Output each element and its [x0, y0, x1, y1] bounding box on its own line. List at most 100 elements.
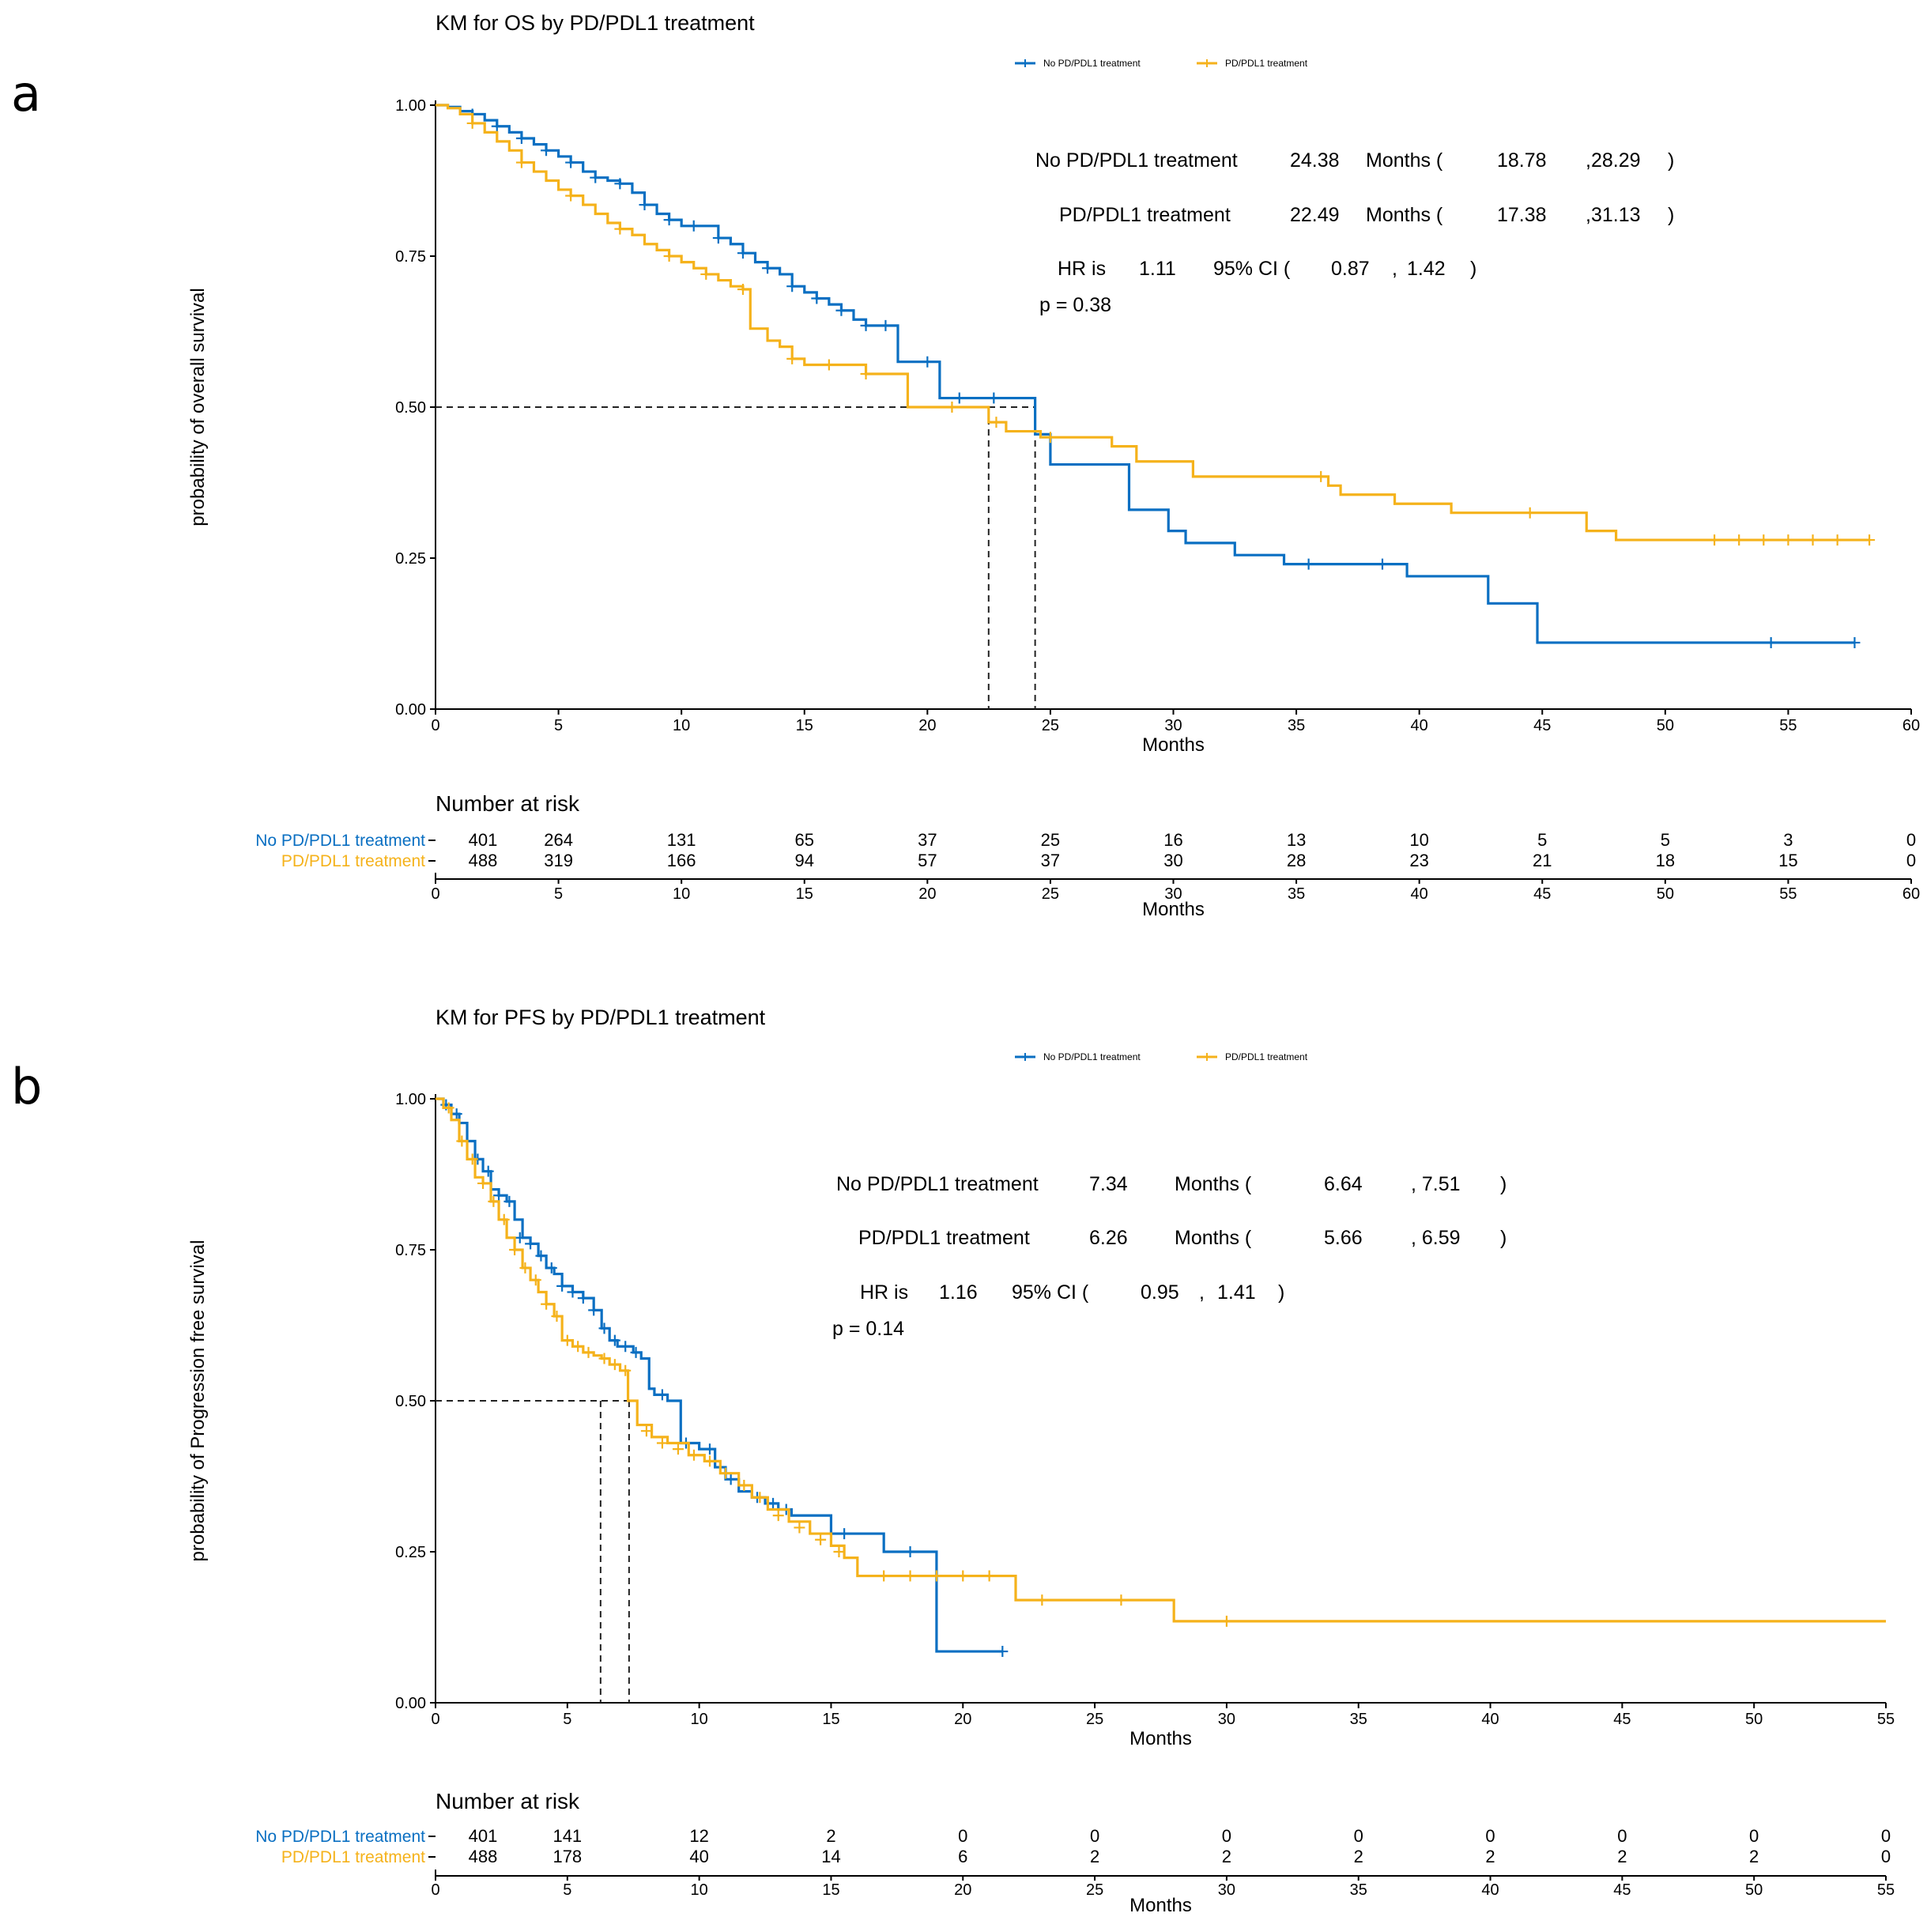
hr-ci-label: 95% CI ( — [1213, 258, 1291, 280]
risk-count: 3 — [1783, 830, 1793, 850]
risk-x-tick-label: 20 — [954, 1881, 971, 1899]
risk-x-tick-label: 55 — [1779, 885, 1797, 903]
y-tick-label: 0.25 — [395, 550, 426, 568]
risk-count: 2 — [1749, 1847, 1759, 1866]
censor-mark — [493, 1190, 505, 1202]
risk-count: 2 — [1485, 1847, 1495, 1866]
risk-table-title: Number at risk — [436, 1789, 580, 1813]
risk-count: 2 — [1354, 1847, 1363, 1866]
censor-mark — [598, 1353, 610, 1364]
censor-mark — [565, 190, 577, 202]
censor-mark — [609, 1334, 620, 1346]
risk-count: 15 — [1778, 851, 1797, 870]
censor-mark — [614, 178, 626, 190]
censor-mark — [1807, 534, 1819, 546]
x-tick-label: 25 — [1086, 1711, 1103, 1728]
risk-x-tick-label: 5 — [563, 1881, 571, 1899]
censor-mark — [663, 251, 675, 262]
x-axis-label: Months — [1142, 734, 1205, 756]
p-value: p = 0.14 — [832, 1318, 904, 1340]
risk-count: 319 — [544, 851, 573, 870]
censor-mark — [839, 1528, 850, 1540]
censor-mark — [737, 247, 749, 259]
censor-mark — [514, 1232, 526, 1243]
x-tick-label: 15 — [796, 717, 813, 734]
legend-entry: No PD/PDL1 treatment — [1015, 58, 1141, 69]
hr-ci-label: 95% CI ( — [1012, 1281, 1089, 1304]
y-tick-label: 0.75 — [395, 1242, 426, 1259]
censor-mark — [1709, 534, 1721, 546]
censor-mark — [1524, 507, 1536, 519]
censor-mark — [503, 1195, 515, 1207]
risk-count: 0 — [1354, 1826, 1363, 1846]
panel-b: b KM for PFS by PD/PDL1 treatment No PD/PD… — [11, 1006, 1895, 1916]
censor-mark — [1115, 1594, 1127, 1606]
risk-x-tick-label: 30 — [1218, 1881, 1235, 1899]
hr-value: 1.11 — [1139, 258, 1176, 280]
censor-mark — [1220, 1615, 1232, 1627]
censor-mark — [786, 353, 798, 364]
risk-count: 25 — [1041, 830, 1060, 850]
x-tick-label: 5 — [554, 717, 563, 734]
chart-title: KM for OS by PD/PDL1 treatment — [436, 11, 755, 35]
p-value: p = 0.38 — [1039, 294, 1111, 316]
x-tick-label: 0 — [431, 717, 439, 734]
x-tick-label: 15 — [822, 1711, 839, 1728]
risk-count: 65 — [795, 830, 814, 850]
censor-mark — [519, 1262, 531, 1274]
risk-table: Number at risk No PD/PDL1 treatment 401 264… — [255, 791, 1920, 920]
annotation-ci-high: ,28.29 — [1586, 149, 1641, 172]
x-tick-label: 35 — [1350, 1711, 1367, 1728]
risk-x-tick-label: 45 — [1533, 885, 1551, 903]
annotation-unit: Months ( — [1366, 204, 1443, 226]
risk-count: 28 — [1287, 851, 1306, 870]
x-tick-label: 30 — [1218, 1711, 1235, 1728]
censor-mark — [860, 319, 872, 331]
risk-count: 401 — [469, 830, 498, 850]
hr-sep: , — [1199, 1281, 1205, 1304]
risk-count: 37 — [918, 830, 937, 850]
censor-mark — [720, 1467, 731, 1479]
risk-count: 0 — [1222, 1826, 1231, 1846]
hr-ci-high: 1.42 — [1407, 258, 1446, 280]
annotation-close: ) — [1500, 1227, 1507, 1249]
annotation-unit: Months ( — [1366, 149, 1443, 172]
risk-x-tick-label: 45 — [1613, 1881, 1631, 1899]
x-tick-label: 20 — [918, 717, 936, 734]
censor-mark — [561, 1334, 573, 1346]
censor-mark — [639, 199, 651, 211]
censor-mark — [466, 117, 478, 129]
risk-count: 131 — [667, 830, 696, 850]
hr-ci-high: 1.41 — [1217, 1281, 1256, 1304]
censor-mark — [583, 1346, 594, 1358]
risk-count: 23 — [1409, 851, 1428, 870]
censor-mark — [794, 1522, 805, 1534]
censor-mark — [1765, 636, 1777, 648]
annotation-ci-high: ,31.13 — [1586, 204, 1641, 226]
annotation-median: 7.34 — [1089, 1173, 1128, 1195]
censor-mark — [930, 1570, 942, 1582]
censor-mark — [577, 1292, 589, 1304]
risk-count: 0 — [1881, 1826, 1891, 1846]
censor-mark — [466, 1153, 478, 1165]
risk-x-tick-label: 25 — [1086, 1881, 1103, 1899]
risk-x-tick-label: 0 — [431, 885, 439, 903]
risk-count: 178 — [552, 1847, 582, 1866]
risk-count: 0 — [958, 1826, 967, 1846]
censor-mark — [656, 1389, 668, 1401]
y-axis-label: probability of overall survival — [187, 288, 209, 526]
annotation-median: 22.49 — [1290, 204, 1340, 226]
y-tick-label: 1.00 — [395, 1091, 426, 1108]
risk-count: 166 — [667, 851, 696, 870]
censor-mark — [823, 359, 835, 371]
censor-mark — [953, 392, 965, 404]
risk-count: 264 — [544, 830, 573, 850]
censor-mark — [1782, 534, 1794, 546]
censor-mark — [725, 1474, 737, 1485]
risk-x-tick-label: 5 — [554, 885, 563, 903]
censor-mark — [663, 214, 675, 226]
hr-ci-low: 0.87 — [1331, 258, 1370, 280]
risk-count: 2 — [1617, 1847, 1627, 1866]
annotation-ci-low: 18.78 — [1497, 149, 1547, 172]
